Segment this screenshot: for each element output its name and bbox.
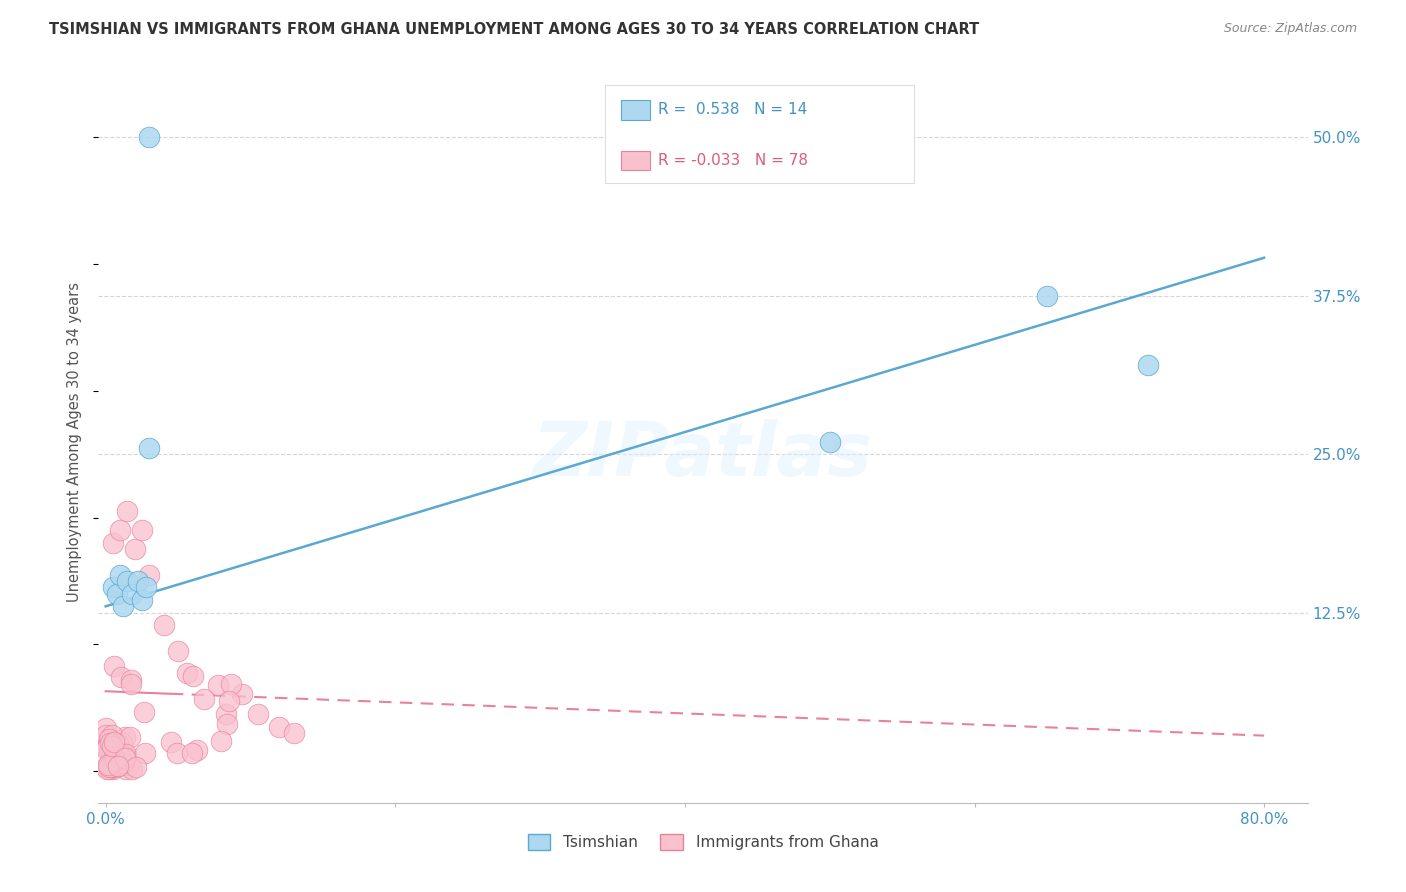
Point <box>138 441 160 455</box>
Point <box>120 677 142 691</box>
Point <box>219 677 242 691</box>
Point <box>167 643 190 657</box>
Point <box>215 706 238 721</box>
Point <box>176 666 198 681</box>
Point <box>818 434 841 449</box>
Point <box>100 759 122 773</box>
Legend: Tsimshian, Immigrants from Ghana: Tsimshian, Immigrants from Ghana <box>522 829 884 856</box>
Point <box>207 678 229 692</box>
Point <box>108 747 131 761</box>
Point <box>117 574 139 588</box>
Point <box>215 716 238 731</box>
Point <box>98 758 121 772</box>
Point <box>96 741 118 756</box>
Point <box>134 746 156 760</box>
Point <box>101 760 124 774</box>
Point <box>1036 289 1059 303</box>
Point <box>186 743 208 757</box>
Point <box>97 741 120 756</box>
Point <box>96 741 118 756</box>
Point <box>181 669 204 683</box>
Point <box>104 753 127 767</box>
Point <box>193 692 215 706</box>
Point <box>108 523 131 537</box>
Point <box>209 733 232 747</box>
Point <box>94 759 117 773</box>
Point <box>124 542 146 557</box>
Point <box>98 760 121 774</box>
Point <box>181 747 204 761</box>
Point <box>110 670 132 684</box>
Point <box>101 739 124 754</box>
Point <box>97 762 120 776</box>
Point <box>138 567 160 582</box>
Point <box>118 731 141 745</box>
Point <box>111 757 134 772</box>
Point <box>118 758 141 772</box>
Point <box>135 580 157 594</box>
Point <box>152 618 174 632</box>
Point <box>103 752 125 766</box>
Point <box>114 730 136 744</box>
Point <box>101 580 124 594</box>
Point <box>107 759 129 773</box>
Point <box>246 707 269 722</box>
Point <box>111 736 134 750</box>
Text: R =  0.538   N = 14: R = 0.538 N = 14 <box>658 103 807 117</box>
Point <box>98 744 121 758</box>
Point <box>112 756 135 771</box>
Text: R = -0.033   N = 78: R = -0.033 N = 78 <box>658 153 808 168</box>
Point <box>115 747 138 761</box>
Point <box>96 762 118 776</box>
Point <box>114 751 136 765</box>
Point <box>101 536 124 550</box>
Point <box>107 759 129 773</box>
Y-axis label: Unemployment Among Ages 30 to 34 years: Unemployment Among Ages 30 to 34 years <box>67 282 83 601</box>
Point <box>94 722 117 736</box>
Point <box>112 599 135 614</box>
Point <box>97 758 120 772</box>
Point <box>100 756 122 771</box>
Point <box>108 567 131 582</box>
Point <box>107 757 129 772</box>
Text: Source: ZipAtlas.com: Source: ZipAtlas.com <box>1223 22 1357 36</box>
Point <box>269 720 291 734</box>
Point <box>103 659 125 673</box>
Point <box>103 735 125 749</box>
Point <box>107 737 129 751</box>
Text: TSIMSHIAN VS IMMIGRANTS FROM GHANA UNEMPLOYMENT AMONG AGES 30 TO 34 YEARS CORREL: TSIMSHIAN VS IMMIGRANTS FROM GHANA UNEMP… <box>49 22 980 37</box>
Point <box>101 728 124 742</box>
Point <box>131 593 153 607</box>
Point <box>104 754 127 768</box>
Point <box>105 587 128 601</box>
Point <box>114 750 136 764</box>
Point <box>114 747 136 762</box>
Point <box>121 762 143 776</box>
Point <box>100 735 122 749</box>
Point <box>117 504 139 518</box>
Point <box>100 755 122 769</box>
Point <box>132 705 155 719</box>
Point <box>125 760 148 774</box>
Point <box>1137 359 1160 373</box>
Point <box>111 756 134 771</box>
Point <box>94 728 117 742</box>
Point <box>103 760 125 774</box>
Point <box>101 758 124 772</box>
Point <box>115 762 138 776</box>
Point <box>121 587 143 601</box>
Point <box>131 523 153 537</box>
Point <box>166 746 188 760</box>
Point <box>97 737 120 751</box>
Text: ZIPatlas: ZIPatlas <box>533 419 873 492</box>
Point <box>218 694 240 708</box>
Point <box>231 687 253 701</box>
Point <box>159 734 181 748</box>
Point <box>101 762 124 776</box>
Point <box>127 574 149 588</box>
Point <box>138 130 160 145</box>
Point <box>97 731 120 746</box>
Point <box>283 726 305 740</box>
Point <box>120 673 142 687</box>
